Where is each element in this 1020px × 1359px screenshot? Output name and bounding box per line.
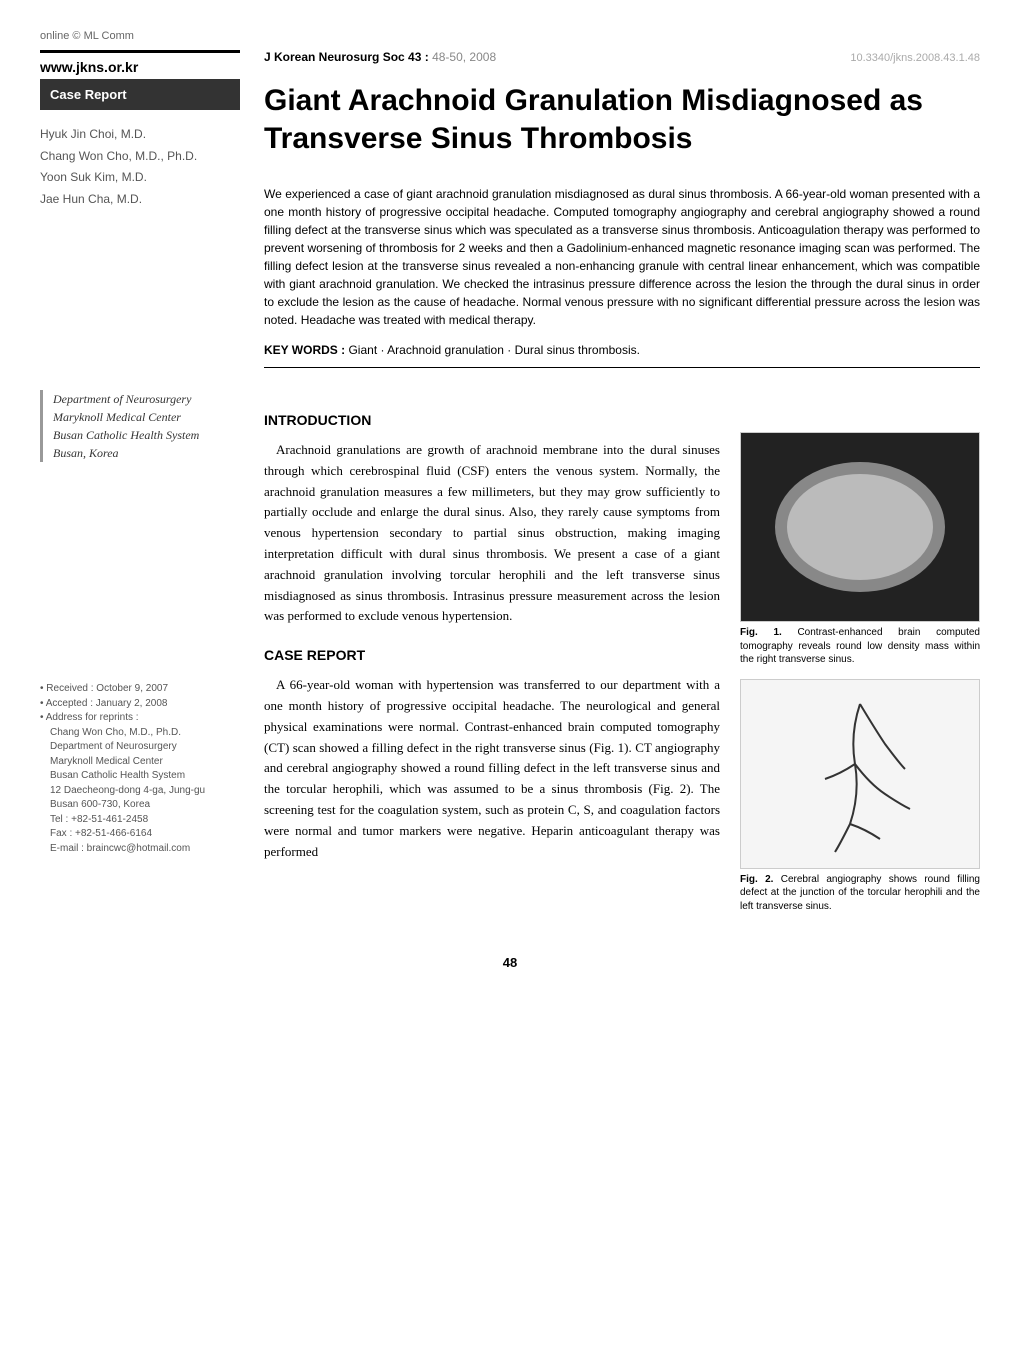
figure-1-label: Fig. 1. bbox=[740, 627, 782, 638]
article-type-badge: Case Report bbox=[40, 79, 240, 110]
figure-2-caption-text: Cerebral angiography shows round filling… bbox=[740, 874, 980, 912]
reprint-line: Busan Catholic Health System bbox=[50, 769, 240, 784]
figure-2-image bbox=[740, 679, 980, 869]
reprint-line: E-mail : braincwc@hotmail.com bbox=[50, 842, 240, 857]
journal-issue: 48-50, 2008 bbox=[432, 50, 496, 64]
reprint-line: Maryknoll Medical Center bbox=[50, 755, 240, 770]
intro-heading: INTRODUCTION bbox=[264, 412, 720, 428]
body-text-column: INTRODUCTION Arachnoid granulations are … bbox=[264, 392, 720, 925]
case-report-paragraph: A 66-year-old woman with hypertension wa… bbox=[264, 675, 720, 862]
affiliation-line: Busan Catholic Health System bbox=[53, 426, 240, 444]
online-copyright: online © ML Comm bbox=[40, 30, 980, 42]
keywords-label: KEY WORDS : bbox=[264, 343, 345, 357]
article-title: Giant Arachnoid Granulation Misdiagnosed… bbox=[264, 82, 980, 157]
keywords-text: Giant · Arachnoid granulation · Dural si… bbox=[348, 343, 639, 357]
journal-website-url: www.jkns.or.kr bbox=[40, 50, 240, 79]
intro-paragraph: Arachnoid granulations are growth of ara… bbox=[264, 440, 720, 627]
figure-2-caption: Fig. 2. Cerebral angiography shows round… bbox=[740, 873, 980, 914]
angiography-icon bbox=[790, 694, 930, 854]
ct-brain-icon bbox=[775, 462, 945, 592]
figure-2-label: Fig. 2. bbox=[740, 874, 773, 885]
body-and-figures: INTRODUCTION Arachnoid granulations are … bbox=[264, 392, 980, 925]
abstract: We experienced a case of giant arachnoid… bbox=[264, 185, 980, 329]
page-number: 48 bbox=[40, 955, 980, 970]
case-report-heading: CASE REPORT bbox=[264, 647, 720, 663]
doi: 10.3340/jkns.2008.43.1.48 bbox=[850, 52, 980, 64]
figure-1-caption: Fig. 1. Contrast-enhanced brain computed… bbox=[740, 626, 980, 667]
reprint-line: Fax : +82-51-466-6164 bbox=[50, 827, 240, 842]
reprint-line: Department of Neurosurgery bbox=[50, 740, 240, 755]
correspondence-footer: Received : October 9, 2007 Accepted : Ja… bbox=[40, 682, 240, 856]
author: Jae Hun Cha, M.D. bbox=[40, 189, 240, 211]
reprint-line: 12 Daecheong-dong 4-ga, Jung-gu bbox=[50, 784, 240, 799]
figure-2: Fig. 2. Cerebral angiography shows round… bbox=[740, 679, 980, 914]
received-date: Received : October 9, 2007 bbox=[40, 682, 240, 697]
left-sidebar: www.jkns.or.kr Case Report Hyuk Jin Choi… bbox=[40, 50, 240, 925]
main-column: J Korean Neurosurg Soc 43 : 48-50, 2008 … bbox=[264, 50, 980, 925]
affiliation-line: Busan, Korea bbox=[53, 444, 240, 462]
reprint-line: Chang Won Cho, M.D., Ph.D. bbox=[50, 726, 240, 741]
accepted-date: Accepted : January 2, 2008 bbox=[40, 697, 240, 712]
figure-1-image bbox=[740, 432, 980, 622]
affiliation: Department of Neurosurgery Maryknoll Med… bbox=[40, 390, 240, 462]
reprint-line: Tel : +82-51-461-2458 bbox=[50, 813, 240, 828]
author: Hyuk Jin Choi, M.D. bbox=[40, 124, 240, 146]
affiliation-line: Department of Neurosurgery bbox=[53, 390, 240, 408]
author: Yoon Suk Kim, M.D. bbox=[40, 167, 240, 189]
author-list: Hyuk Jin Choi, M.D. Chang Won Cho, M.D.,… bbox=[40, 124, 240, 210]
journal-header: J Korean Neurosurg Soc 43 : 48-50, 2008 … bbox=[264, 50, 980, 64]
reprint-line: Busan 600-730, Korea bbox=[50, 798, 240, 813]
author: Chang Won Cho, M.D., Ph.D. bbox=[40, 146, 240, 168]
page-columns: www.jkns.or.kr Case Report Hyuk Jin Choi… bbox=[40, 50, 980, 925]
affiliation-line: Maryknoll Medical Center bbox=[53, 408, 240, 426]
reprints-label: Address for reprints : bbox=[40, 711, 240, 726]
figure-1: Fig. 1. Contrast-enhanced brain computed… bbox=[740, 432, 980, 667]
keywords-row: KEY WORDS : Giant · Arachnoid granulatio… bbox=[264, 343, 980, 368]
journal-name: J Korean Neurosurg Soc 43 : bbox=[264, 50, 429, 64]
figure-column: Fig. 1. Contrast-enhanced brain computed… bbox=[740, 392, 980, 925]
